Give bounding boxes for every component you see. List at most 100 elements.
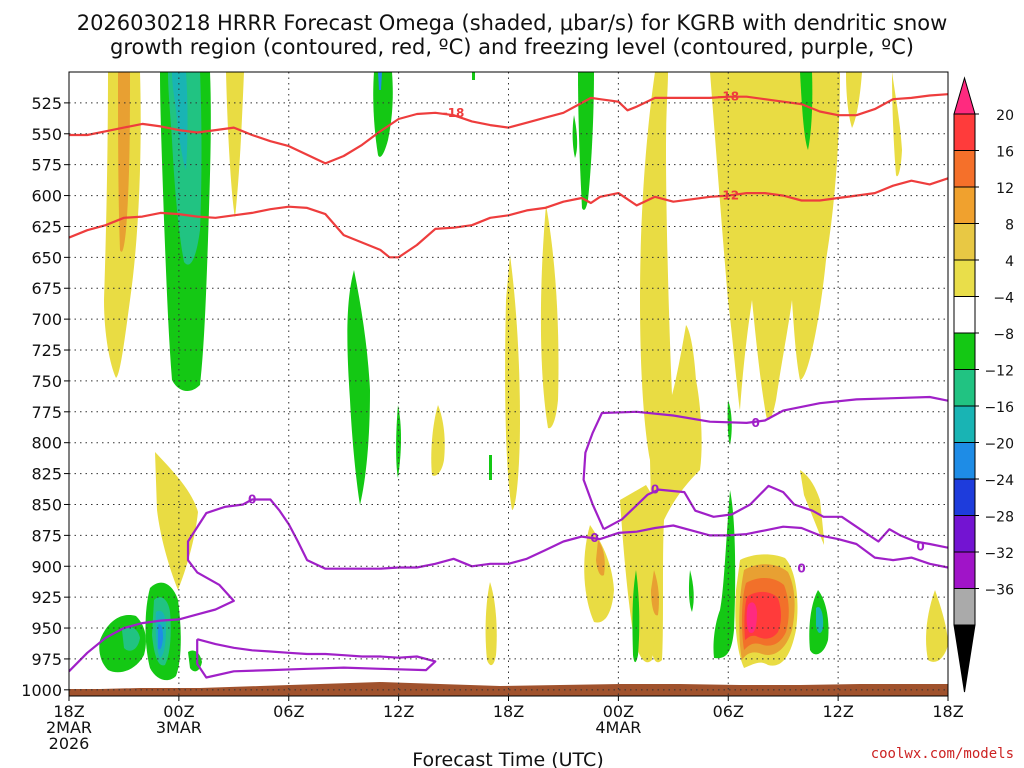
omega-negative-region — [472, 72, 475, 80]
omega-positive-region — [746, 602, 757, 634]
freezing-level-contour — [69, 498, 948, 673]
x-tick-label: 18Z — [932, 702, 963, 721]
y-tick-label: 625 — [31, 217, 62, 236]
colorbar-tick-label: −20 — [984, 437, 1014, 453]
x-tick-label: 18Z — [53, 702, 84, 721]
y-tick-label: 750 — [31, 372, 62, 391]
x-tick-label: 2026 — [49, 734, 90, 753]
colorbar-swatch — [953, 442, 976, 480]
colorbar-swatch — [953, 150, 976, 188]
omega-positive-region — [540, 205, 559, 429]
colorbar-tick-label: 8 — [1005, 218, 1014, 234]
y-tick-label: 975 — [31, 650, 62, 669]
colorbar-swatch — [953, 551, 976, 589]
y-tick-label: 800 — [31, 434, 62, 453]
omega-negative-region — [489, 455, 492, 480]
colorbar-arrow-top — [953, 76, 976, 115]
omega-negative-region — [172, 72, 188, 170]
x-tick-label: 06Z — [713, 702, 744, 721]
omega-positive-region — [710, 72, 840, 420]
omega-positive-region — [846, 72, 862, 128]
y-tick-label: 550 — [31, 125, 62, 144]
colorbar-tick-label: −8 — [993, 327, 1014, 343]
contour-label: -12 — [717, 189, 739, 203]
colorbar-swatch — [953, 113, 976, 151]
omega-negative-region — [347, 270, 370, 505]
x-tick-label: 00Z — [163, 702, 194, 721]
y-tick-label: 850 — [31, 495, 62, 514]
omega-positive-region — [431, 405, 445, 476]
colorbar-tick-label: −24 — [984, 473, 1014, 489]
omega-negative-region — [632, 570, 640, 663]
colorbar: 20 16 12 8 4 −4 −8 −12 −16 −20 −24 −28 −32 −36 — [953, 76, 1014, 693]
omega-negative-region — [122, 627, 140, 651]
colorbar-swatch — [953, 405, 976, 443]
colorbar-tick-label: 16 — [996, 145, 1014, 161]
y-tick-label: 925 — [31, 588, 62, 607]
colorbar-tick-label: −36 — [984, 583, 1014, 599]
y-tick-label: 650 — [31, 248, 62, 267]
freezing-level-contour — [582, 395, 948, 530]
colorbar-swatch — [953, 186, 976, 224]
omega-negative-region — [373, 72, 393, 157]
y-tick-label: 775 — [31, 403, 62, 422]
contour-label: -18 — [443, 106, 465, 120]
omega-negative-region — [572, 115, 578, 158]
omega-positive-region — [800, 470, 824, 545]
colorbar-tick-label: 12 — [996, 181, 1014, 197]
x-tick-label: 2MAR — [46, 718, 92, 737]
contour-label: 0 — [797, 562, 805, 576]
omega-positive-region — [155, 452, 198, 590]
x-tick-label: 3MAR — [156, 718, 202, 737]
omega-negative-region — [688, 570, 694, 612]
colorbar-tick-label: −4 — [993, 291, 1014, 307]
gridlines — [69, 72, 948, 696]
colorbar-swatch — [953, 515, 976, 553]
x-tick-label: 18Z — [493, 702, 524, 721]
omega-negative-region — [378, 72, 382, 90]
x-tick-label: 4MAR — [595, 718, 641, 737]
colorbar-tick-label: 4 — [1005, 254, 1014, 270]
y-tick-label: 675 — [31, 279, 62, 298]
x-axis-label: Forecast Time (UTC) — [412, 749, 603, 768]
y-tick-label: 875 — [31, 526, 62, 545]
colorbar-tick-label: −28 — [984, 510, 1014, 526]
omega-positive-region — [584, 525, 614, 623]
chart-title-line-2: growth region (contoured, red, ºC) and f… — [110, 35, 914, 59]
omega-negative-region — [158, 624, 163, 650]
omega-negative-region — [816, 606, 824, 634]
omega-negative-region — [800, 72, 813, 150]
omega-negative-region — [713, 490, 736, 659]
colorbar-tick-label: −32 — [984, 546, 1014, 562]
credit-text: coolwx.com/models — [871, 746, 1014, 762]
colorbar-swatch — [953, 223, 976, 261]
y-tick-label: 950 — [31, 619, 62, 638]
colorbar-swatch — [953, 369, 976, 407]
contour-label: 0 — [651, 483, 659, 497]
colorbar-swatch — [953, 259, 976, 297]
y-tick-label: 1000 — [21, 681, 62, 700]
omega-positive-region — [226, 72, 244, 218]
x-tick-label: 06Z — [273, 702, 304, 721]
x-tick-label: 00Z — [603, 702, 634, 721]
colorbar-swatch — [953, 332, 976, 370]
y-tick-label: 900 — [31, 557, 62, 576]
omega-positive-region — [892, 72, 902, 177]
y-tick-label: 525 — [31, 94, 62, 113]
contour-label: 0 — [248, 493, 256, 507]
omega-shading — [99, 72, 948, 681]
omega-negative-region — [578, 72, 594, 210]
y-tick-label: 700 — [31, 310, 62, 329]
omega-positive-region — [505, 255, 520, 510]
omega-positive-region — [651, 570, 659, 616]
contour-label: 0 — [752, 416, 760, 430]
x-tick-label: 12Z — [383, 702, 414, 721]
freezing-level-contour — [196, 638, 437, 679]
colorbar-swatch — [953, 588, 976, 626]
colorbar-swatch — [953, 296, 976, 334]
contour-label: 0 — [590, 531, 598, 545]
colorbar-swatch — [953, 478, 976, 516]
omega-positive-region — [118, 72, 130, 252]
omega-positive-region — [485, 582, 497, 666]
